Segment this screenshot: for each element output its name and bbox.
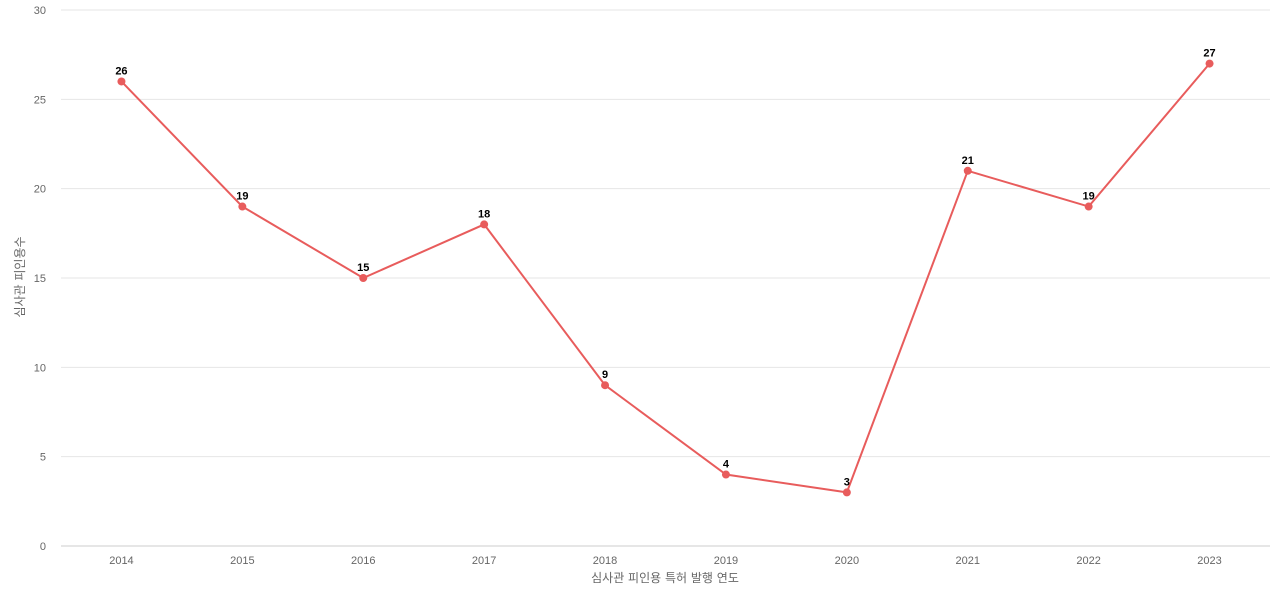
x-tick-label: 2022 bbox=[1076, 555, 1100, 567]
x-tick-label: 2014 bbox=[109, 555, 133, 567]
y-axis-ticks: 0 5 10 15 20 25 30 bbox=[34, 5, 46, 553]
x-tick-label: 2017 bbox=[472, 555, 496, 567]
series bbox=[117, 59, 1214, 497]
data-point[interactable] bbox=[721, 470, 730, 479]
x-axis-title: 심사관 피인용 특허 발행 연도 bbox=[591, 570, 739, 585]
data-point[interactable] bbox=[238, 202, 247, 211]
data-point[interactable] bbox=[963, 166, 972, 175]
data-label: 4 bbox=[723, 459, 730, 471]
x-tick-label: 2020 bbox=[835, 555, 859, 567]
x-tick-label: 2019 bbox=[714, 555, 738, 567]
x-tick-label: 2018 bbox=[593, 555, 617, 567]
x-tick-label: 2021 bbox=[956, 555, 980, 567]
data-label: 27 bbox=[1203, 48, 1215, 60]
data-label: 21 bbox=[962, 155, 974, 167]
data-point[interactable] bbox=[1205, 59, 1214, 68]
data-label: 9 bbox=[602, 369, 608, 381]
data-point[interactable] bbox=[480, 220, 489, 229]
y-tick-label: 10 bbox=[34, 362, 46, 374]
data-point[interactable] bbox=[842, 488, 851, 497]
data-point[interactable] bbox=[117, 77, 126, 86]
x-tick-label: 2016 bbox=[351, 555, 375, 567]
y-tick-label: 0 bbox=[40, 541, 46, 553]
data-label: 26 bbox=[115, 65, 127, 77]
x-axis-ticks: 2014 2015 2016 2017 2018 2019 2020 2021 2022 2023 bbox=[109, 555, 1222, 567]
data-labels: 26 19 15 18 9 4 3 21 19 27 bbox=[115, 48, 1215, 489]
y-tick-label: 20 bbox=[34, 184, 46, 196]
data-point[interactable] bbox=[359, 274, 368, 282]
data-label: 3 bbox=[844, 476, 850, 488]
y-axis-title: 심사관 피인용수 bbox=[13, 236, 27, 317]
x-tick-label: 2015 bbox=[230, 555, 254, 567]
y-tick-label: 15 bbox=[34, 273, 46, 285]
data-point[interactable] bbox=[601, 381, 610, 390]
data-label: 18 bbox=[478, 208, 490, 220]
data-label: 15 bbox=[357, 262, 369, 274]
data-label: 19 bbox=[1083, 191, 1095, 203]
gridlines bbox=[61, 9, 1270, 547]
data-point[interactable] bbox=[1084, 202, 1093, 211]
y-tick-label: 25 bbox=[34, 94, 46, 106]
y-tick-label: 30 bbox=[34, 5, 46, 17]
y-tick-label: 5 bbox=[40, 452, 46, 464]
data-label: 19 bbox=[236, 191, 248, 203]
series-line bbox=[120, 62, 1211, 494]
x-tick-label: 2023 bbox=[1197, 555, 1221, 567]
